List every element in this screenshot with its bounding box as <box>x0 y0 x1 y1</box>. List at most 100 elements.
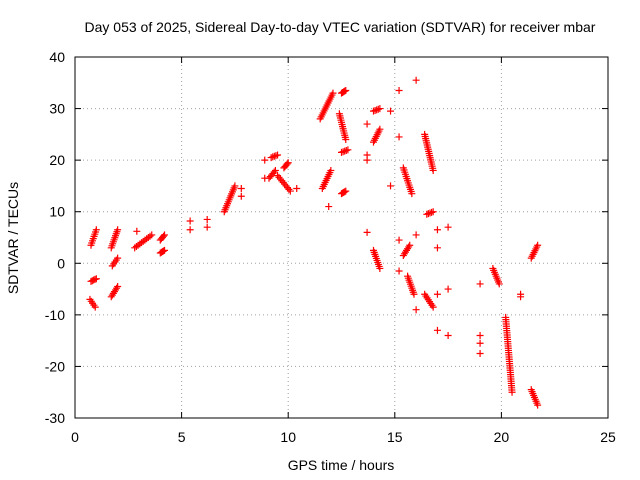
data-point <box>433 226 441 234</box>
data-point <box>92 275 100 283</box>
data-point <box>342 136 350 144</box>
data-point <box>113 284 121 292</box>
data-point <box>476 350 484 358</box>
data-point <box>534 401 542 409</box>
data-point <box>237 185 245 193</box>
data-point <box>395 87 403 95</box>
data-point <box>325 203 333 211</box>
data-point <box>283 160 291 168</box>
data-point <box>293 185 301 193</box>
data-point <box>186 217 194 225</box>
data-point <box>373 106 381 114</box>
data-point <box>444 331 452 339</box>
data-point <box>363 120 371 128</box>
y-tick-label: 0 <box>57 255 65 271</box>
data-point <box>395 267 403 275</box>
data-point <box>426 209 434 217</box>
data-points <box>86 76 542 409</box>
data-point <box>433 290 441 298</box>
data-point <box>341 188 349 196</box>
data-point <box>387 107 395 115</box>
data-point <box>369 107 377 115</box>
data-point <box>159 232 167 240</box>
data-point <box>423 210 431 218</box>
data-point <box>92 226 100 234</box>
data-point <box>91 303 99 311</box>
data-point <box>114 226 122 234</box>
data-point <box>286 187 294 195</box>
data-point <box>285 185 293 193</box>
y-tick-label: -10 <box>45 307 65 323</box>
data-point <box>429 166 437 174</box>
data-point <box>412 76 420 84</box>
y-tick-label: -20 <box>45 358 65 374</box>
data-point <box>161 231 169 239</box>
data-point <box>444 285 452 293</box>
data-point <box>203 223 211 231</box>
data-point <box>237 192 245 200</box>
data-point <box>376 125 384 133</box>
data-point <box>429 303 437 311</box>
data-point <box>270 152 278 160</box>
y-axis-label: SDTVAR / TECUs <box>5 182 21 294</box>
data-point <box>374 105 382 113</box>
data-point <box>270 168 278 176</box>
chart-title: Day 053 of 2025, Sidereal Day-to-day VTE… <box>85 19 596 35</box>
data-point <box>476 280 484 288</box>
data-point <box>272 152 280 160</box>
data-point <box>344 146 352 154</box>
data-point <box>433 326 441 334</box>
data-point <box>114 282 122 290</box>
data-point <box>495 280 503 288</box>
y-tick-label: -30 <box>45 410 65 426</box>
data-point <box>476 331 484 339</box>
data-point <box>395 236 403 244</box>
data-point <box>406 241 414 249</box>
data-point <box>363 156 371 164</box>
data-point <box>433 244 441 252</box>
data-point <box>517 293 525 301</box>
data-point <box>231 182 239 190</box>
data-point <box>371 107 379 115</box>
data-point <box>476 339 484 347</box>
data-point <box>114 254 122 262</box>
data-point <box>329 89 337 97</box>
data-point <box>269 153 277 161</box>
data-point <box>376 105 384 113</box>
x-tick-label: 10 <box>280 429 296 445</box>
data-point <box>429 208 437 216</box>
y-tick-label: 40 <box>49 49 65 65</box>
data-point <box>327 166 335 174</box>
x-tick-label: 20 <box>494 429 510 445</box>
data-point <box>424 210 432 218</box>
data-point <box>261 174 269 182</box>
y-tick-label: 10 <box>49 204 65 220</box>
data-point <box>363 228 371 236</box>
data-point <box>412 306 420 314</box>
data-point <box>146 232 154 240</box>
data-point <box>186 226 194 234</box>
data-point <box>341 87 349 95</box>
data-point <box>261 156 269 164</box>
data-point <box>284 159 292 167</box>
data-point <box>444 223 452 231</box>
data-point <box>159 247 167 255</box>
data-point <box>395 133 403 141</box>
data-point <box>133 227 141 235</box>
data-point <box>341 147 349 155</box>
x-tick-label: 25 <box>600 429 616 445</box>
x-tick-label: 15 <box>387 429 403 445</box>
data-point <box>338 148 345 156</box>
x-tick-label: 0 <box>71 429 79 445</box>
data-point <box>508 388 516 396</box>
data-point <box>410 290 418 298</box>
data-point <box>161 246 169 254</box>
data-point <box>148 231 156 239</box>
data-point <box>376 264 384 272</box>
data-point <box>408 190 416 198</box>
data-point <box>428 208 436 216</box>
data-point <box>405 243 413 251</box>
data-point <box>274 151 282 159</box>
y-tick-label: 30 <box>49 101 65 117</box>
